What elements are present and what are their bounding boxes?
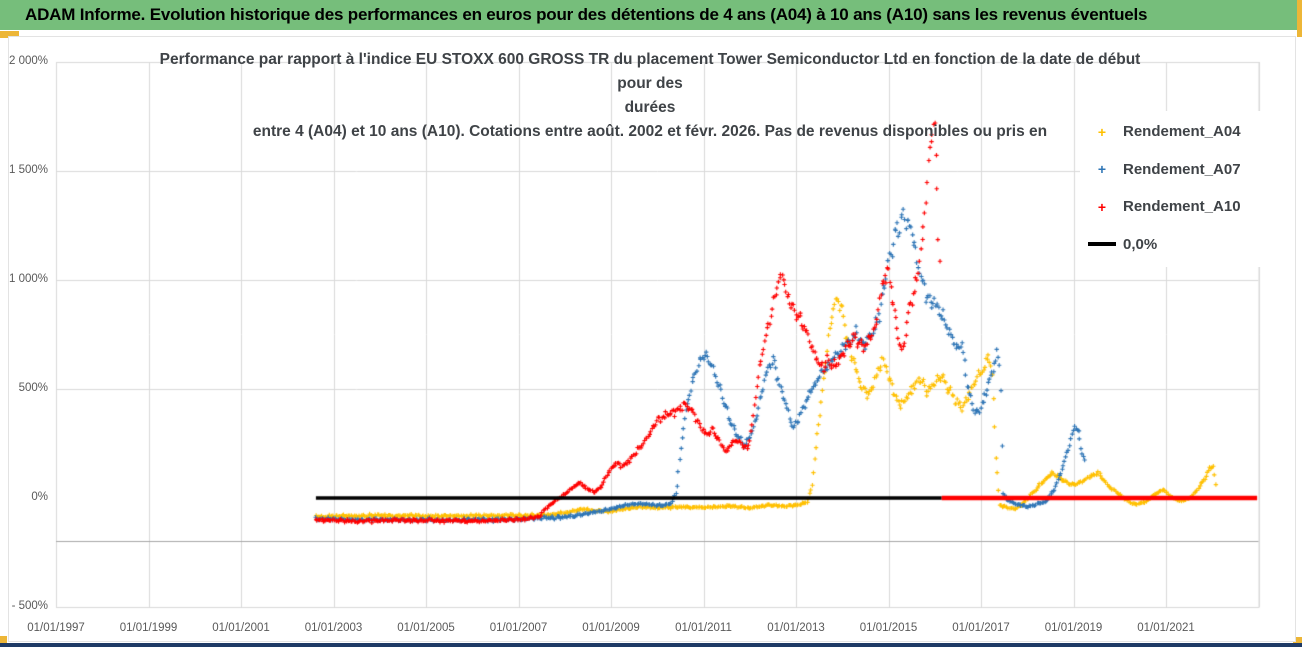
legend-item-label: 0,0%: [1123, 235, 1158, 253]
chart-title-line1: Performance par rapport à l'indice EU ST…: [159, 51, 1141, 92]
plus-marker-icon: +: [1097, 123, 1107, 140]
y-axis-tick-label: 2 000%: [8, 55, 48, 67]
legend-item-rendement-a04[interactable]: + Rendement_A04: [1088, 113, 1272, 151]
legend-item-rendement-a07[interactable]: + Rendement_A07: [1088, 151, 1272, 189]
x-axis-tick-label: 01/01/2021: [1137, 622, 1195, 634]
y-axis-tick-label: - 500%: [11, 600, 48, 612]
x-axis-tick-label: 01/01/2009: [582, 622, 640, 634]
legend-item-0-0-[interactable]: 0,0%: [1088, 226, 1272, 264]
x-axis-tick-label: 01/01/2001: [212, 622, 270, 634]
chart-title-line3: entre 4 (A04) et 10 ans (A10). Cotations…: [252, 123, 1048, 140]
y-axis-tick-label: 1 000%: [8, 273, 48, 285]
x-axis-tick-label: 01/01/1999: [119, 622, 178, 634]
x-axis-tick-label: 01/01/2005: [397, 622, 455, 634]
legend: + Rendement_A04 + Rendement_A07 + Rendement_A…: [1080, 111, 1272, 267]
plus-marker-icon: +: [1097, 198, 1107, 215]
line-marker-icon: [1088, 242, 1116, 247]
y-axis-tick-label: 500%: [18, 382, 48, 394]
legend-item-rendement-a10[interactable]: + Rendement_A10: [1088, 188, 1272, 226]
x-axis-tick-label: 01/01/2011: [675, 622, 732, 634]
x-axis-tick-label: 01/01/1997: [27, 622, 85, 634]
legend-item-label: Rendement_A10: [1123, 198, 1241, 216]
x-axis-tick-label: 01/01/2019: [1044, 622, 1103, 634]
chart-title: Performance par rapport à l'indice EU ST…: [150, 48, 1150, 144]
y-axis-tick-label: 1 500%: [8, 164, 48, 176]
y-axis-tick-label: 0%: [31, 491, 48, 503]
plus-marker-icon: +: [1097, 161, 1107, 178]
x-axis-tick-label: 01/01/2003: [304, 622, 363, 634]
legend-item-label: Rendement_A04: [1123, 123, 1241, 141]
x-axis-tick-label: 01/01/2013: [767, 622, 825, 634]
x-axis-tick-label: 01/01/2017: [952, 622, 1010, 634]
chart-title-line2: durées: [624, 99, 676, 116]
x-axis-tick-label: 01/01/2007: [489, 622, 548, 634]
x-axis-tick-label: 01/01/2015: [859, 622, 918, 634]
legend-item-label: Rendement_A07: [1123, 160, 1241, 178]
